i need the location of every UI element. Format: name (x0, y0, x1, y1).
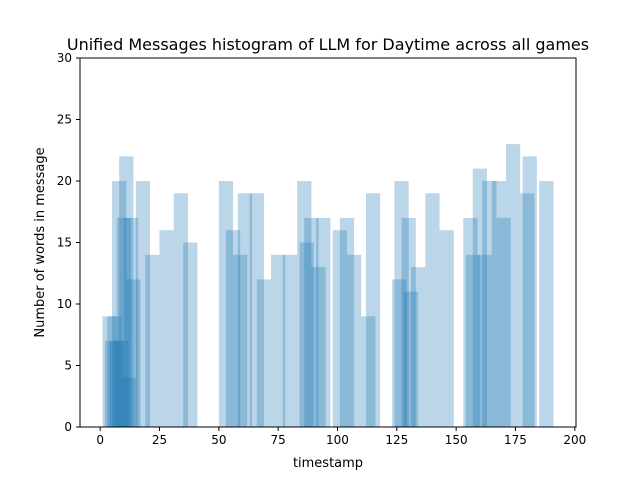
bar-21 (256, 279, 272, 427)
y-tick-label: 15 (57, 236, 72, 250)
bar-4 (112, 181, 127, 427)
bar-14 (173, 193, 188, 427)
bar-0 (102, 316, 117, 427)
bar-10 (126, 279, 141, 427)
bar-32 (361, 316, 376, 427)
bar-2 (107, 316, 122, 427)
bar-44 (477, 254, 492, 427)
bar-34 (392, 279, 407, 427)
bar-5 (114, 340, 129, 427)
bar-16 (218, 181, 234, 427)
y-tick-label: 20 (57, 174, 72, 188)
bar-43 (472, 168, 488, 427)
chart-title: Unified Messages histogram of LLM for Da… (67, 35, 589, 54)
bar-35 (394, 181, 409, 427)
bar-40 (439, 230, 454, 427)
bar-26 (304, 217, 319, 427)
bar-31 (346, 254, 362, 427)
x-tick-label: 100 (326, 433, 349, 447)
bar-24 (297, 181, 312, 427)
y-tick-label: 5 (64, 359, 72, 373)
bar-48 (505, 144, 521, 427)
bar-18 (233, 254, 248, 427)
x-tick-label: 175 (504, 433, 527, 447)
bar-39 (425, 193, 440, 427)
bar-9 (123, 217, 139, 427)
bar-22 (271, 254, 286, 427)
bar-46 (491, 181, 506, 427)
bar-1 (104, 340, 120, 427)
bar-20 (249, 193, 264, 427)
x-axis-label: timestamp (293, 456, 363, 471)
bar-13 (159, 230, 174, 427)
bar-29 (332, 230, 347, 427)
y-tick-label: 10 (57, 297, 72, 311)
bar-47 (496, 217, 511, 427)
x-tick-label: 50 (211, 433, 226, 447)
bar-27 (311, 267, 326, 427)
bar-7 (119, 156, 134, 427)
x-tick-label: 0 (96, 433, 104, 447)
x-tick-label: 200 (563, 433, 586, 447)
bar-11 (135, 181, 151, 427)
bar-12 (145, 254, 160, 427)
bar-6 (116, 217, 132, 427)
y-tick-label: 25 (57, 113, 72, 127)
y-axis-ticks: 0 5 10 15 20 25 30 (57, 51, 80, 434)
bar-50 (522, 156, 537, 427)
y-axis-label: Number of words in message (33, 147, 48, 337)
bar-42 (465, 254, 480, 427)
bar-30 (339, 217, 355, 427)
bar-19 (237, 193, 253, 427)
bar-36 (401, 217, 416, 427)
y-tick-label: 30 (57, 51, 72, 65)
bar-49 (520, 193, 535, 427)
x-axis-ticks: 0 25 50 75 100 125 150 175 200 (96, 427, 586, 447)
x-tick-label: 25 (152, 433, 167, 447)
bar-51 (539, 181, 554, 427)
bar-28 (316, 217, 331, 427)
bar-33 (365, 193, 381, 427)
bar-23 (282, 254, 298, 427)
y-tick-label: 0 (64, 420, 72, 434)
bar-17 (225, 230, 241, 427)
bar-15 (183, 242, 198, 427)
bar-3 (109, 340, 124, 427)
x-tick-label: 125 (385, 433, 408, 447)
x-tick-label: 75 (271, 433, 286, 447)
bar-41 (463, 217, 478, 427)
bar-38 (411, 267, 426, 427)
bar-45 (482, 181, 497, 427)
bar-25 (299, 242, 314, 427)
bar-37 (403, 291, 419, 427)
x-tick-label: 150 (445, 433, 468, 447)
bar-8 (121, 377, 136, 427)
bars-group (102, 144, 554, 427)
